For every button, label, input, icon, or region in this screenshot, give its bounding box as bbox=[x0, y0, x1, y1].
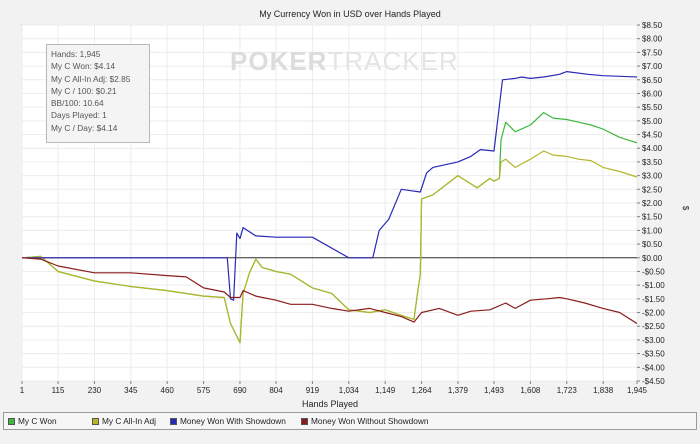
stat-bb-100: BB/100: 10.64 bbox=[51, 98, 104, 109]
x-tick-label: 1,608 bbox=[520, 386, 541, 395]
y-tick-label: $7.50 bbox=[642, 48, 663, 57]
legend-swatch bbox=[92, 417, 99, 425]
y-tick-label: $4.50 bbox=[642, 131, 663, 140]
legend-swatch bbox=[170, 417, 177, 425]
y-tick-label: -$4.00 bbox=[642, 363, 665, 372]
stat-allin-adj: My C All-In Adj: $2.85 bbox=[51, 73, 131, 84]
y-tick-label: -$4.50 bbox=[642, 377, 665, 386]
series-all-in-adj bbox=[21, 150, 638, 344]
y-tick-label: $5.50 bbox=[642, 103, 663, 112]
series-won-with-showdown bbox=[22, 71, 638, 301]
stat-days-played: Days Played: 1 bbox=[51, 110, 107, 121]
y-tick-label: $2.50 bbox=[642, 185, 663, 194]
legend: My C Won My C All-In Adj Money Won With … bbox=[3, 412, 697, 430]
stat-won: My C Won: $4.14 bbox=[51, 61, 115, 72]
y-tick-label: $1.00 bbox=[642, 226, 663, 235]
y-tick-label: $8.50 bbox=[642, 21, 663, 30]
legend-swatch bbox=[301, 417, 308, 425]
chart-title: My Currency Won in USD over Hands Played bbox=[259, 9, 440, 19]
x-tick-label: 804 bbox=[269, 386, 283, 395]
legend-label: Money Won Without Showdown bbox=[311, 416, 429, 426]
y-tick-label: -$1.00 bbox=[642, 281, 665, 290]
legend-label: Money Won With Showdown bbox=[180, 416, 286, 426]
legend-item-my-c-won[interactable]: My C Won bbox=[8, 416, 57, 426]
x-tick-label: 690 bbox=[233, 386, 247, 395]
y-tick-label: -$3.00 bbox=[642, 336, 665, 345]
stats-box: Hands: 1,945 My C Won: $4.14 My C All-In… bbox=[46, 44, 150, 143]
legend-label: My C Won bbox=[18, 416, 57, 426]
y-tick-label: $1.50 bbox=[642, 213, 663, 222]
legend-label: My C All-In Adj bbox=[102, 416, 156, 426]
y-tick-label: -$1.50 bbox=[642, 295, 665, 304]
x-axis-title: Hands Played bbox=[302, 399, 358, 409]
stat-per-100: My C / 100: $0.21 bbox=[51, 85, 117, 96]
y-tick-label: $3.50 bbox=[642, 158, 663, 167]
x-tick-label: 1,493 bbox=[484, 386, 505, 395]
y-tick-label: $5.00 bbox=[642, 117, 663, 126]
x-tick-label: 460 bbox=[161, 386, 175, 395]
x-tick-label: 1,264 bbox=[412, 386, 433, 395]
series-won-without-showdown bbox=[21, 257, 638, 325]
x-tick-label: 1,034 bbox=[339, 386, 360, 395]
y-tick-label: $0.00 bbox=[642, 254, 663, 263]
y-tick-label: $2.00 bbox=[642, 199, 663, 208]
x-tick-label: 345 bbox=[124, 386, 138, 395]
y-tick-label: $3.00 bbox=[642, 172, 663, 181]
y-tick-label: $8.00 bbox=[642, 35, 663, 44]
pokertracker-watermark: POKERTRACKER bbox=[230, 46, 459, 77]
y-tick-label: $6.50 bbox=[642, 76, 663, 85]
x-tick-label: 575 bbox=[197, 386, 211, 395]
y-tick-label: -$2.00 bbox=[642, 309, 665, 318]
legend-item-all-in-adj[interactable]: My C All-In Adj bbox=[92, 416, 156, 426]
x-tick-label: 1,149 bbox=[375, 386, 396, 395]
stat-hands: Hands: 1,945 bbox=[51, 49, 101, 59]
x-tick-label: 1,723 bbox=[557, 386, 578, 395]
y-axis-title: $ bbox=[681, 206, 690, 211]
y-tick-label: $4.00 bbox=[642, 144, 663, 153]
x-tick-label: 1,838 bbox=[593, 386, 614, 395]
x-tick-label: 1,945 bbox=[627, 386, 648, 395]
legend-item-without-showdown[interactable]: Money Won Without Showdown bbox=[301, 416, 428, 426]
stat-per-day: My C / Day: $4.14 bbox=[51, 122, 118, 133]
watermark-part1: POKER bbox=[230, 46, 328, 76]
x-tick-label: 1,379 bbox=[448, 386, 469, 395]
x-tick-label: 1 bbox=[20, 386, 25, 395]
x-tick-label: 115 bbox=[52, 386, 65, 395]
y-tick-label: -$0.50 bbox=[642, 267, 665, 276]
watermark-part2: TRACKER bbox=[327, 46, 459, 76]
x-tick-label: 230 bbox=[88, 386, 102, 395]
x-tick-label: 919 bbox=[306, 386, 320, 395]
y-tick-label: $7.00 bbox=[642, 62, 663, 71]
legend-item-with-showdown[interactable]: Money Won With Showdown bbox=[170, 416, 286, 426]
y-tick-label: $0.50 bbox=[642, 240, 663, 249]
y-tick-label: -$2.50 bbox=[642, 322, 665, 331]
y-tick-label: -$3.50 bbox=[642, 350, 665, 359]
legend-swatch bbox=[8, 417, 15, 425]
y-tick-label: $6.00 bbox=[642, 89, 663, 98]
